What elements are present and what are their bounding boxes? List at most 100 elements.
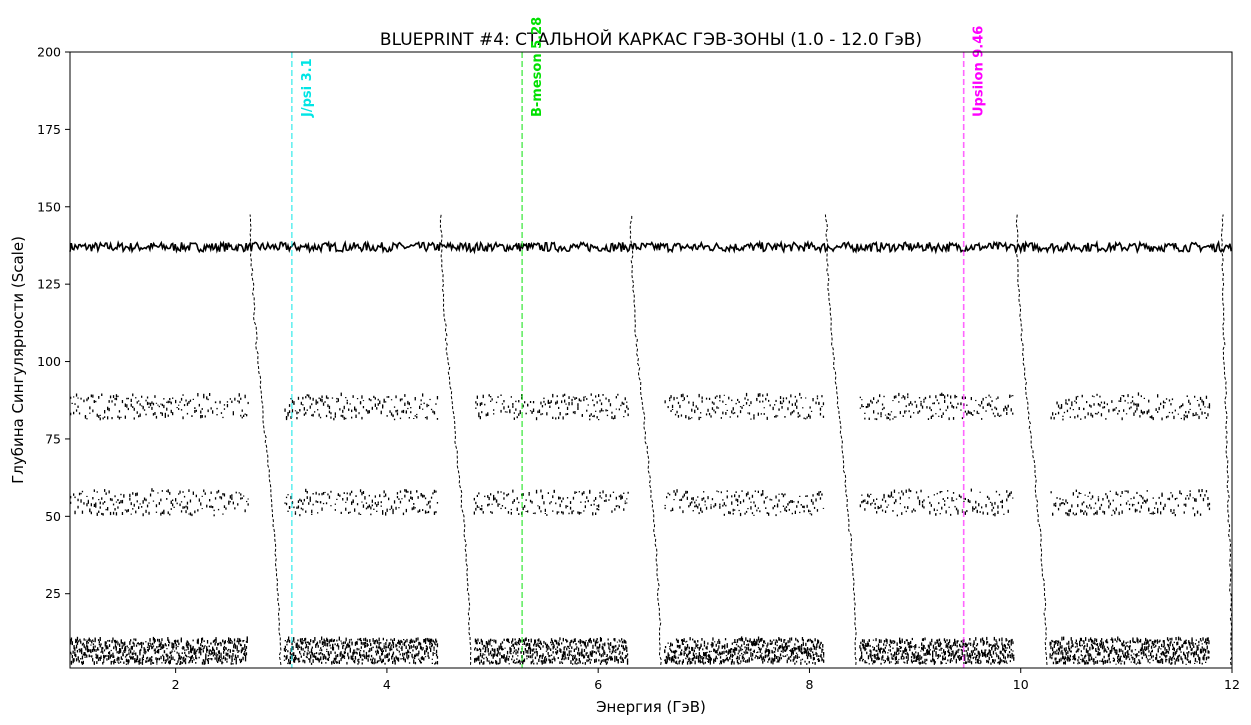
ridge-cell: [894, 663, 897, 665]
ridge-cell: [288, 658, 290, 662]
ridge-cell: [223, 505, 226, 508]
ridge-cell: [328, 495, 331, 499]
ridge-cell: [703, 652, 706, 657]
ridge-cell: [613, 638, 615, 641]
ridge-cell: [193, 652, 195, 655]
ridge-cell: [569, 653, 571, 656]
ridge-cell: [1068, 656, 1070, 660]
ridge-cell: [503, 492, 505, 495]
ridge-cell: [576, 646, 578, 649]
ridge-cell: [417, 637, 419, 641]
ridge-cell: [941, 662, 943, 664]
ridge-cell: [794, 647, 796, 652]
ridge-cell: [785, 397, 788, 400]
ridge-cell: [166, 407, 168, 411]
ridge-cell: [157, 657, 159, 660]
ridge-cell: [390, 399, 393, 401]
ridge-cell: [1143, 411, 1145, 414]
ridge-cell: [481, 640, 483, 642]
ridge-cell: [285, 656, 287, 660]
ridge-cell: [731, 658, 733, 663]
ridge-cell: [179, 660, 182, 665]
ridge-cell: [482, 394, 484, 399]
ridge-cell: [967, 661, 969, 663]
ridge-cell: [920, 650, 922, 652]
ridge-cell: [625, 654, 627, 659]
ridge-cell: [503, 400, 505, 403]
ridge-cell: [539, 646, 541, 648]
ridge-cell: [157, 638, 159, 642]
ridge-cell: [760, 654, 762, 659]
ridge-cell: [1140, 395, 1142, 398]
ridge-cell: [501, 655, 503, 659]
ridge-cell: [737, 498, 739, 503]
ridge-cell: [484, 651, 486, 653]
ridge-cell: [712, 637, 714, 641]
ridge-cell: [427, 404, 430, 407]
ridge-cell: [961, 509, 964, 511]
ridge-cell: [213, 509, 215, 512]
ridge-cell: [786, 659, 788, 664]
ridge-cell: [315, 399, 317, 403]
ridge-cell: [481, 505, 483, 507]
ridge-cell: [211, 650, 213, 655]
ridge-cell: [411, 507, 413, 511]
ridge-cell: [990, 662, 992, 665]
ridge-cell: [1074, 400, 1076, 402]
ridge-cell: [412, 639, 414, 643]
ridge-cell: [515, 400, 517, 403]
ridge-cell: [908, 488, 910, 492]
ridge-cell: [550, 648, 552, 651]
ridge-cell: [690, 660, 692, 664]
ridge-cell: [223, 641, 226, 645]
ridge-cell: [1174, 409, 1176, 412]
ridge-cell: [1053, 503, 1055, 506]
ridge-cell: [598, 419, 600, 421]
ridge-cell: [430, 648, 432, 652]
ridge-cell: [586, 409, 588, 412]
ridge-cell: [302, 508, 304, 511]
ridge-cell: [159, 648, 161, 650]
ridge-cell: [380, 505, 382, 507]
ridge-cell: [914, 654, 916, 659]
ridge-cell: [285, 417, 288, 421]
ridge-cell: [587, 655, 589, 658]
ridge-cell: [363, 650, 365, 653]
ridge-cell: [319, 398, 322, 402]
ridge-cell: [566, 640, 569, 642]
ridge-cell: [898, 652, 900, 655]
ridge-cell: [1009, 654, 1011, 657]
ridge-cell: [299, 409, 301, 411]
ridge-cell: [892, 647, 894, 650]
ridge-cell: [930, 642, 932, 645]
ridge-cell: [1002, 653, 1004, 656]
ridge-cell: [1063, 661, 1065, 665]
ridge-cell: [599, 640, 602, 642]
ridge-cell: [113, 646, 115, 650]
ridge-cell: [141, 646, 143, 649]
ridge-cell: [296, 417, 298, 420]
ridge-cell: [181, 661, 183, 664]
ridge-cell: [603, 659, 605, 662]
ridge-cell: [183, 495, 186, 498]
ridge-cell: [889, 645, 891, 648]
ridge-cell: [421, 656, 423, 660]
ridge-cell: [488, 639, 490, 642]
ridge-cell: [960, 402, 962, 406]
ridge-cell: [414, 397, 416, 401]
ridge-cell: [287, 650, 289, 653]
ridge-cell: [169, 401, 171, 403]
ridge-cell: [599, 495, 601, 498]
ridge-cell: [937, 657, 939, 660]
ridge-cell: [689, 661, 691, 665]
ridge-cell: [133, 650, 135, 652]
ridge-cell: [1092, 658, 1094, 662]
ridge-cell: [89, 412, 91, 414]
ridge-cell: [414, 415, 416, 417]
ridge-cell: [203, 396, 205, 399]
ridge-cell: [518, 513, 520, 515]
ridge-cell: [297, 505, 300, 509]
ridge-cell: [393, 658, 395, 662]
ridge-cell: [1085, 654, 1087, 657]
ridge-cell: [104, 641, 106, 644]
